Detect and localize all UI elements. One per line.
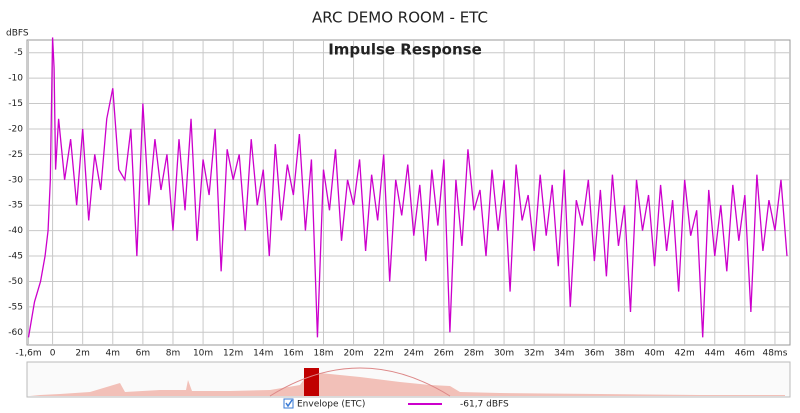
legend: Envelope (ETC) -61,7 dBFS (283, 398, 509, 410)
x-tick-label: 34m (554, 349, 574, 359)
y-tick-label: -5 (14, 48, 23, 58)
overview-envelope (30, 372, 785, 396)
x-tick-label: 0 (50, 349, 56, 359)
x-tick-label: 6m (136, 349, 151, 359)
x-tick-label: 2m (75, 349, 90, 359)
series-layer (27, 37, 788, 338)
y-tick-label: -55 (8, 302, 23, 312)
y-tick-label: -60 (8, 328, 23, 338)
x-tick-label: 26m (434, 349, 454, 359)
legend-value: -61,7 dBFS (460, 400, 509, 410)
x-tick-label: 38m (614, 349, 634, 359)
y-tick-label: -10 (8, 74, 23, 84)
overview[interactable] (26, 361, 791, 398)
x-tick-label: 22m (374, 349, 394, 359)
plot-area (26, 39, 791, 346)
x-tick-label: 44m (705, 349, 725, 359)
y-tick-label: -20 (8, 124, 23, 134)
x-tick-label: 16m (283, 349, 303, 359)
x-tick-label: 8m (166, 349, 181, 359)
overview-selection[interactable] (304, 368, 319, 396)
y-tick-label: -35 (8, 201, 23, 211)
x-tick-label: -1,6m (15, 349, 41, 359)
x-tick-label: 20m (343, 349, 363, 359)
x-tick-label: 30m (494, 349, 514, 359)
y-tick-label: -15 (8, 99, 23, 109)
x-tick-label: 14m (253, 349, 273, 359)
y-tick-label: -25 (8, 150, 23, 160)
grid (27, 40, 790, 345)
x-tick-label: 42m (675, 349, 695, 359)
chart-subtitle: Impulse Response (328, 41, 482, 59)
x-tick-label: 28m (464, 349, 484, 359)
x-tick-label: 12m (223, 349, 243, 359)
y-axis-label: dBFS (6, 29, 29, 39)
legend-label: Envelope (ETC) (297, 400, 365, 410)
checkmark (285, 399, 293, 408)
overview-window (269, 367, 451, 397)
legend-checkbox[interactable] (283, 398, 294, 409)
x-tick-label: 40m (644, 349, 664, 359)
y-tick-label: -30 (8, 175, 23, 185)
x-tick-label: 36m (584, 349, 604, 359)
x-tick-label: 48ms (762, 349, 787, 359)
x-tick-label: 46m (735, 349, 755, 359)
x-tick-label: 24m (404, 349, 424, 359)
y-tick-label: -50 (8, 277, 23, 287)
x-tick-label: 18m (313, 349, 333, 359)
series-line (27, 37, 788, 338)
y-tick-label: -45 (8, 252, 23, 262)
x-tick-label: 4m (106, 349, 121, 359)
y-tick-label: -40 (8, 226, 23, 236)
x-tick-label: 32m (524, 349, 544, 359)
x-tick-label: 10m (193, 349, 213, 359)
chart-title: ARC DEMO ROOM - ETC (312, 9, 488, 27)
